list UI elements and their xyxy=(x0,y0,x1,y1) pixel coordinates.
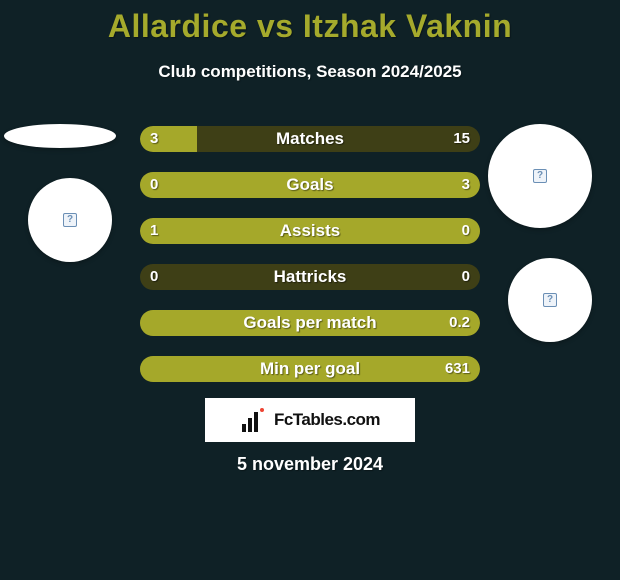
bar-segment-left xyxy=(140,218,480,244)
bar-value-left: 0 xyxy=(150,264,158,290)
bar-label: Hattricks xyxy=(140,264,480,290)
bar-segment-right xyxy=(197,126,480,152)
avatar-placeholder-right-1: ? xyxy=(488,124,592,228)
comparison-bars: 315Matches03Goals10Assists00Hattricks0.2… xyxy=(140,126,480,402)
decor-ellipse-left xyxy=(4,124,116,148)
brand-text: FcTables.com xyxy=(274,410,380,430)
bar-row: 631Min per goal xyxy=(140,356,480,382)
bar-row: 0.2Goals per match xyxy=(140,310,480,336)
bar-segment-right xyxy=(140,356,480,382)
image-placeholder-icon: ? xyxy=(543,293,557,307)
bar-value-right: 0.2 xyxy=(449,310,470,336)
avatar-placeholder-left: ? xyxy=(28,178,112,262)
bar-value-right: 0 xyxy=(462,264,470,290)
page-title: Allardice vs Itzhak Vaknin xyxy=(0,8,620,45)
bar-row: 315Matches xyxy=(140,126,480,152)
bar-value-right: 3 xyxy=(462,172,470,198)
brand-logo-icon xyxy=(240,408,268,432)
avatar-placeholder-right-2: ? xyxy=(508,258,592,342)
bar-row: 03Goals xyxy=(140,172,480,198)
bar-value-left: 0 xyxy=(150,172,158,198)
image-placeholder-icon: ? xyxy=(63,213,77,227)
bar-segment-right xyxy=(140,310,480,336)
bar-value-right: 15 xyxy=(453,126,470,152)
bar-value-left: 1 xyxy=(150,218,158,244)
page-subtitle: Club competitions, Season 2024/2025 xyxy=(0,62,620,82)
bar-segment-right xyxy=(140,172,480,198)
image-placeholder-icon: ? xyxy=(533,169,547,183)
bar-row: 0 0Hattricks xyxy=(140,264,480,290)
bar-value-left: 3 xyxy=(150,126,158,152)
bar-segment-left xyxy=(140,126,197,152)
bar-value-right: 631 xyxy=(445,356,470,382)
footer-date: 5 november 2024 xyxy=(0,454,620,475)
bar-row: 10Assists xyxy=(140,218,480,244)
bar-value-right: 0 xyxy=(462,218,470,244)
brand-badge: FcTables.com xyxy=(205,398,415,442)
